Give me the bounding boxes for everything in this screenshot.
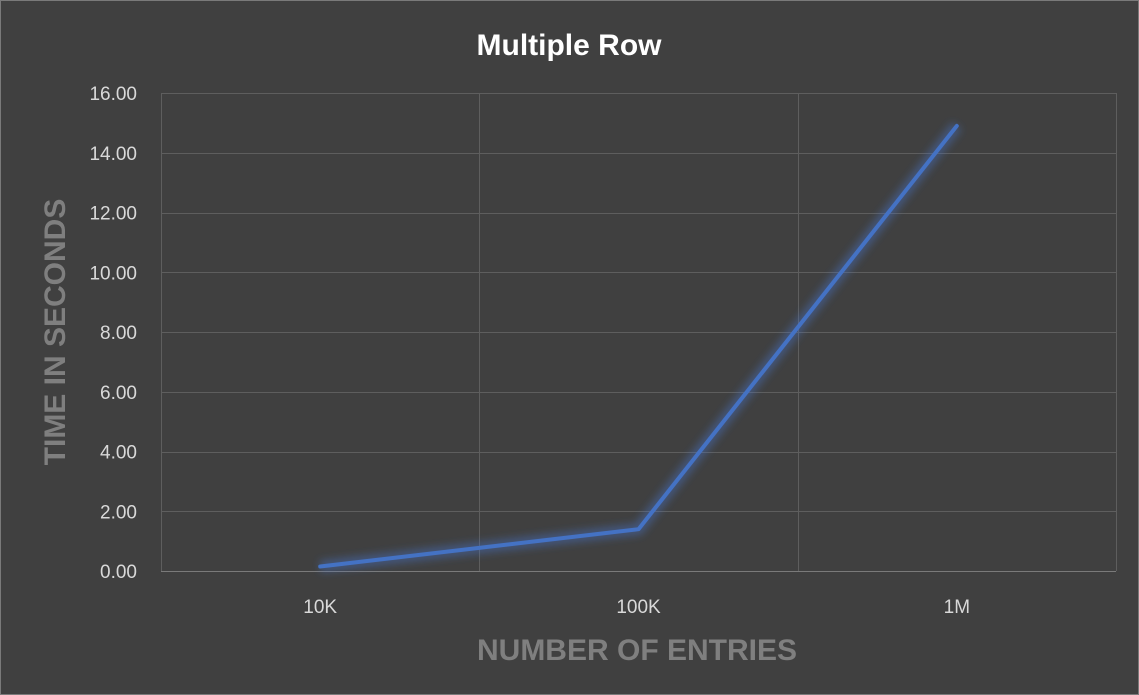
y-axis-title: TIME IN SECONDS: [39, 199, 72, 466]
y-tick-label: 16.00: [89, 84, 137, 105]
data-point: [637, 527, 640, 531]
x-axis-title: NUMBER OF ENTRIES: [477, 634, 797, 667]
y-tick-label: 2.00: [100, 502, 137, 523]
y-tick-label: 10.00: [89, 263, 137, 284]
y-tick-label: 14.00: [89, 144, 137, 165]
x-tick-label: 100K: [616, 597, 661, 618]
data-point: [318, 565, 322, 569]
chart-title: Multiple Row: [477, 29, 663, 62]
y-tick-label: 4.00: [100, 443, 137, 464]
data-point: [955, 124, 959, 128]
series-line: [318, 123, 959, 569]
x-tick-label: 10K: [303, 597, 337, 618]
gridlines: [161, 93, 1117, 572]
y-tick-label: 6.00: [100, 383, 137, 404]
y-axis-tick-labels: 0.00 2.00 4.00 6.00 8.00 10.00 12.00 14.00 16.00: [89, 84, 137, 583]
y-tick-label: 8.00: [100, 323, 137, 344]
y-tick-label: 0.00: [100, 562, 137, 583]
x-tick-label: 1M: [944, 597, 970, 618]
series-group: [318, 122, 962, 573]
x-axis-tick-labels: 10K 100K 1M: [303, 597, 970, 618]
series-line-glow: [319, 122, 962, 573]
y-tick-label: 12.00: [89, 204, 137, 225]
